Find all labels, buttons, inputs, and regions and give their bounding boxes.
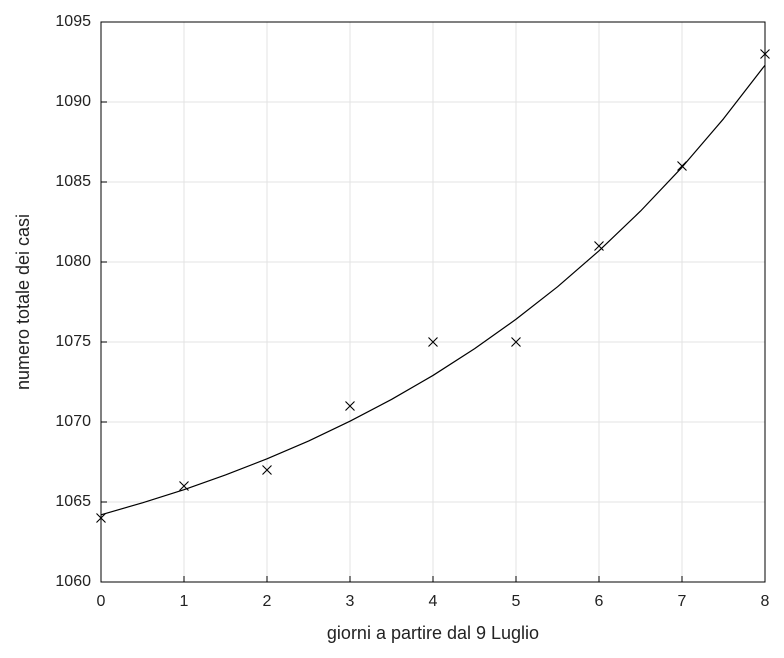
x-marker [594,241,604,251]
x-tick-label: 5 [512,593,521,610]
x-tick-label: 1 [180,593,189,610]
x-tick-label: 6 [595,593,604,610]
x-tick-label: 4 [429,593,438,610]
x-tick-label: 7 [678,593,687,610]
x-tick-label: 2 [263,593,272,610]
y-tick-label: 1085 [55,173,91,190]
x-axis-label: giorni a partire dal 9 Luglio [327,623,539,643]
y-tick-label: 1060 [55,573,91,590]
y-tick-label: 1090 [55,93,91,110]
x-marker [760,49,770,59]
x-tick-label: 0 [97,593,106,610]
y-tick-label: 1075 [55,333,91,350]
x-marker [511,337,521,347]
y-tick-label: 1095 [55,13,91,30]
y-tick-label: 1065 [55,493,91,510]
y-tick-label: 1070 [55,413,91,430]
x-marker [345,401,355,411]
plot-frame [100,21,766,583]
fit-curve [100,64,766,516]
x-marker [262,465,272,475]
x-marker [96,513,106,523]
y-axis-label: numero totale dei casi [13,214,33,390]
y-tick-label: 1080 [55,253,91,270]
x-tick-label: 3 [346,593,355,610]
x-marker [428,337,438,347]
x-tick-label: 8 [761,593,770,610]
